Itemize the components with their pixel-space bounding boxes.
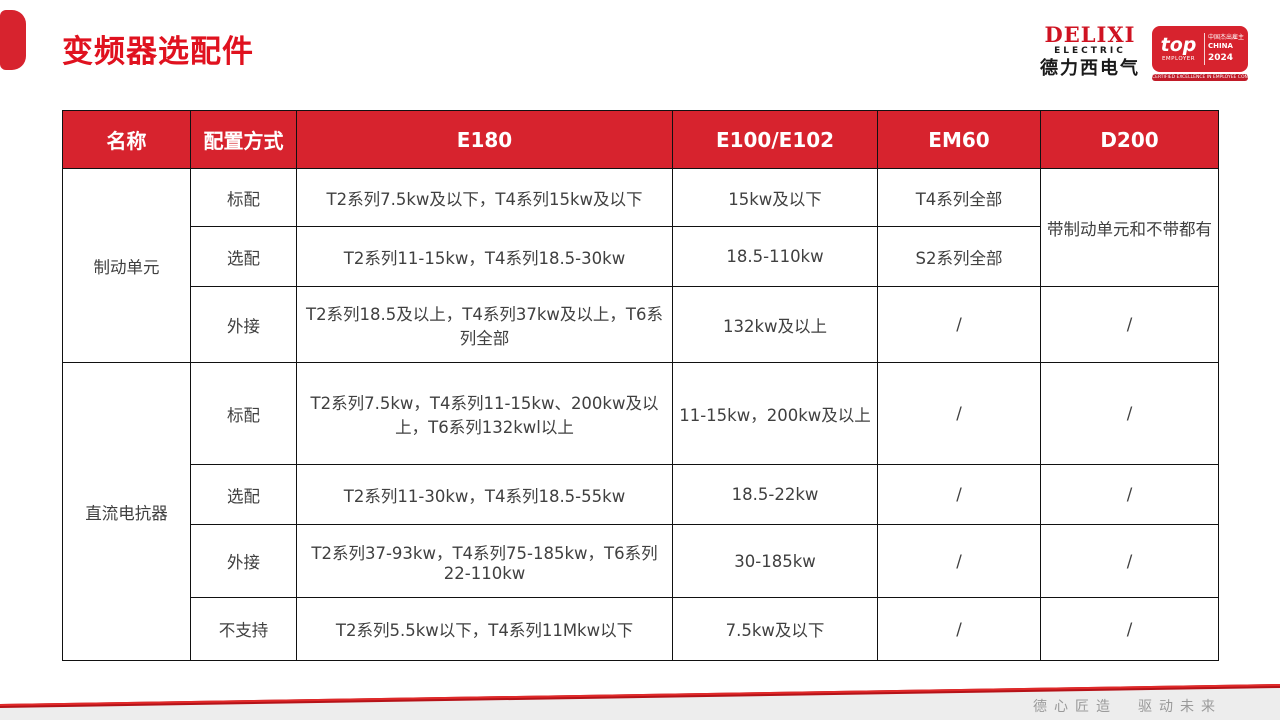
footer-slogan: 德心匠造 驱动未来 — [1033, 699, 1222, 715]
table-row: 制动单元 标配 T2系列7.5kw及以下，T4系列15kw及以下 15kw及以下… — [62, 168, 1219, 363]
top-employer-logo: top EMPLOYER — [1156, 34, 1201, 63]
header-name: 名称 — [62, 110, 191, 169]
delixi-logo: DELIXI ELECTRIC 德力西电气 — [1040, 24, 1140, 78]
table-row: 外接 T2系列37-93kw，T4系列75-185kw，T6系列22-110kw… — [63, 524, 1219, 598]
header-e180: E180 — [296, 110, 673, 169]
table-row: 直流电抗器 标配 T2系列7.5kw，T4系列11-15kw、200kw及以上，… — [62, 362, 1219, 661]
top-employer-top-word: top — [1160, 34, 1197, 56]
badge-certified-strip: CERTIFIED EXCELLENCE IN EMPLOYEE CONDITI… — [1152, 74, 1248, 81]
footer-decoration — [0, 684, 1280, 720]
cell-mode: 标配 — [190, 168, 297, 227]
cell-e100: 18.5-110kw — [672, 226, 878, 287]
cell-e180: T2系列5.5kw以下，T4系列11Mkw以下 — [296, 597, 673, 661]
top-employer-label: EMPLOYER — [1161, 56, 1196, 62]
badge-divider — [1203, 33, 1205, 65]
cell-d200: / — [1040, 524, 1219, 598]
cell-e180: T2系列11-15kw，T4系列18.5-30kw — [296, 226, 673, 287]
table-row: 不支持 T2系列5.5kw以下，T4系列11Mkw以下 7.5kw及以下 / / — [63, 597, 1219, 661]
cell-mode: 选配 — [190, 464, 297, 525]
cell-e100: 11-15kw，200kw及以上 — [672, 362, 878, 465]
top-employer-badge-main: top EMPLOYER 中国杰出雇主 CHINA 2024 — [1152, 26, 1248, 72]
cell-em60: / — [877, 362, 1041, 465]
table-row: 选配 T2系列11-15kw，T4系列18.5-30kw 18.5-110kw … — [63, 226, 1219, 287]
cell-mode: 标配 — [190, 362, 297, 465]
cell-mode: 外接 — [190, 286, 297, 363]
delixi-wordmark: DELIXI — [1044, 22, 1136, 47]
cell-em60: / — [877, 524, 1041, 598]
cell-em60: / — [877, 286, 1041, 363]
header-mode: 配置方式 — [190, 110, 297, 169]
badge-year: 2024 — [1207, 52, 1234, 63]
header-em60: EM60 — [877, 110, 1041, 169]
cell-d200: / — [1040, 362, 1219, 465]
table-row: 选配 T2系列11-30kw，T4系列18.5-55kw 18.5-22kw /… — [63, 464, 1219, 525]
cell-mode: 选配 — [190, 226, 297, 287]
cell-e180: T2系列7.5kw，T4系列11-15kw、200kw及以上，T6系列132kw… — [296, 362, 673, 465]
cell-d200: 带制动单元和不带都有 — [1040, 168, 1219, 287]
cell-e100: 30-185kw — [672, 524, 878, 598]
cell-e180: T2系列7.5kw及以下，T4系列15kw及以下 — [296, 168, 673, 227]
cell-mode: 不支持 — [190, 597, 297, 661]
table-header-row: 名称 配置方式 E180 E100/E102 EM60 D200 — [62, 110, 1219, 169]
cell-e180: T2系列37-93kw，T4系列75-185kw，T6系列22-110kw — [296, 524, 673, 598]
page-title: 变频器选配件 — [62, 34, 254, 70]
cell-em60: / — [877, 597, 1041, 661]
badge-cn-text: 中国杰出雇主 — [1207, 33, 1244, 41]
cell-e100: 15kw及以下 — [672, 168, 878, 227]
cell-e180: T2系列11-30kw，T4系列18.5-55kw — [296, 464, 673, 525]
header-e100: E100/E102 — [672, 110, 878, 169]
delixi-chinese-name: 德力西电气 — [1040, 58, 1140, 79]
header-d200: D200 — [1040, 110, 1219, 169]
cell-group-dc-reactor: 直流电抗器 — [62, 362, 191, 661]
top-employer-badge: top EMPLOYER 中国杰出雇主 CHINA 2024 CERTIFIED… — [1152, 26, 1248, 81]
accessory-spec-table: 名称 配置方式 E180 E100/E102 EM60 D200 制动单元 标配… — [62, 110, 1219, 661]
cell-e180: T2系列18.5及以上，T4系列37kw及以上，T6系列全部 — [296, 286, 673, 363]
cell-em60: / — [877, 464, 1041, 525]
table-row: 外接 T2系列18.5及以上，T4系列37kw及以上，T6系列全部 132kw及… — [63, 286, 1219, 363]
badge-country: CHINA — [1207, 42, 1233, 50]
cell-e100: 18.5-22kw — [672, 464, 878, 525]
cell-em60: T4系列全部 — [877, 168, 1041, 227]
cell-d200: / — [1040, 286, 1219, 363]
cell-em60: S2系列全部 — [877, 226, 1041, 287]
cell-group-brake-unit: 制动单元 — [62, 168, 191, 363]
delixi-electric-label: ELECTRIC — [1054, 46, 1126, 56]
cell-mode: 外接 — [190, 524, 297, 598]
title-accent-bar — [0, 10, 26, 70]
cell-e100: 7.5kw及以下 — [672, 597, 878, 661]
cell-e100: 132kw及以上 — [672, 286, 878, 363]
cell-d200: / — [1040, 597, 1219, 661]
cell-d200: / — [1040, 464, 1219, 525]
top-employer-region: 中国杰出雇主 CHINA 2024 — [1208, 34, 1244, 65]
